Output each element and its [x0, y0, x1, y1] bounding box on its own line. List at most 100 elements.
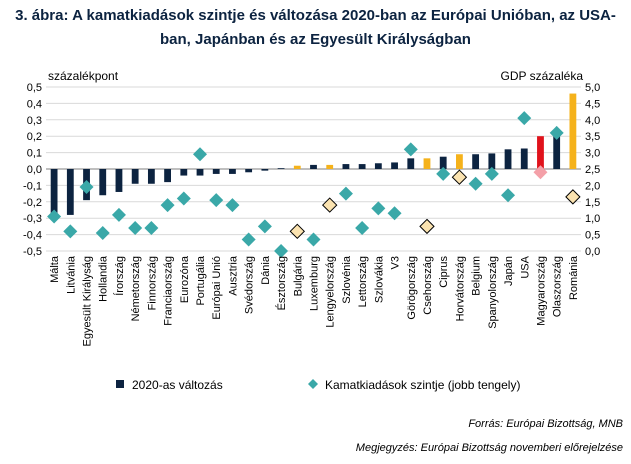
marker-point	[289, 223, 305, 240]
category-labels: Málta Litvánia Egyesült Királyság Hollandia…	[49, 255, 580, 346]
left-tick-label: -0,2	[23, 197, 42, 209]
right-tick-label: 0,5	[585, 230, 600, 242]
bar	[423, 158, 431, 169]
marker-point	[160, 198, 175, 213]
bar	[293, 165, 301, 169]
left-tick-label: 0,1	[27, 148, 42, 160]
bar	[277, 168, 285, 169]
bar	[147, 169, 155, 184]
bar	[245, 169, 253, 173]
marker-point	[241, 232, 256, 247]
left-tick-label: -0,5	[23, 246, 42, 258]
category-label: Olaszország	[552, 256, 564, 317]
source-note: Forrás: Európai Bizottság, MNB	[468, 418, 623, 430]
legend-bar-label: 2020-as változás	[132, 378, 223, 392]
marker-point	[387, 206, 402, 221]
left-axis-label: százalékpont	[48, 69, 119, 83]
marker-point	[371, 201, 386, 216]
marker-point	[355, 221, 370, 236]
right-tick-label: 1,0	[585, 213, 600, 225]
bar	[472, 154, 480, 169]
category-label: Japán	[503, 256, 515, 286]
marker-point	[501, 188, 516, 203]
left-tick-label: -0,1	[23, 180, 42, 192]
left-axis-ticks: -0,5 -0,4 -0,3 -0,2 -0,1 0,0 0,1 0,2 0,3 0,4 0,5	[23, 82, 42, 258]
bar	[115, 169, 123, 192]
category-label: Románia	[568, 255, 580, 300]
category-label: Dánia	[260, 255, 272, 285]
bar	[407, 158, 415, 169]
bar	[212, 169, 220, 174]
left-tick-label: 0,5	[27, 82, 42, 94]
category-label: Ausztria	[227, 255, 239, 296]
marker-point	[403, 142, 418, 157]
marker-point	[484, 166, 499, 181]
category-label: USA	[519, 255, 531, 278]
bar	[99, 169, 107, 196]
category-label: Málta	[49, 255, 61, 283]
category-label: Eurozóna	[179, 255, 191, 303]
left-tick-label: -0,4	[23, 230, 42, 242]
chart-title: 3. ábra: A kamatkiadások szintje és vált…	[15, 7, 616, 48]
category-label: Hollandia	[98, 255, 110, 302]
bar	[391, 162, 398, 169]
category-label: Németország	[130, 256, 142, 321]
marker-point	[144, 221, 159, 236]
bar	[553, 134, 561, 169]
bar	[342, 164, 350, 169]
bar	[358, 164, 366, 169]
bar	[488, 153, 496, 169]
right-axis-label: GDP százaléka	[501, 69, 584, 83]
marker-point	[95, 225, 110, 240]
marker-point	[565, 189, 581, 205]
category-label: Litvánia	[65, 255, 77, 294]
right-tick-label: 0,0	[585, 246, 600, 258]
bar	[229, 169, 236, 174]
right-tick-label: 4,5	[585, 98, 600, 110]
bar	[310, 164, 317, 169]
legend: 2020-as változás Kamatkiadások szintje (…	[116, 378, 520, 392]
left-tick-label: 0,0	[27, 164, 42, 176]
bar	[131, 169, 139, 184]
category-label: Csehország	[422, 256, 434, 315]
marker-point	[322, 197, 338, 213]
bar	[537, 136, 544, 169]
category-label: Európai Unió	[211, 256, 223, 320]
category-label: Luxemburg	[309, 256, 321, 311]
right-tick-label: 4,0	[585, 115, 600, 127]
bar	[196, 169, 204, 176]
category-label: Horvátország	[454, 256, 466, 321]
marker-series	[47, 111, 581, 258]
left-tick-label: 0,2	[27, 131, 42, 143]
bar	[164, 169, 171, 183]
category-label: Ciprus	[438, 256, 450, 288]
marker-point	[193, 147, 208, 162]
marker-point	[306, 232, 321, 247]
marker-point	[419, 218, 435, 235]
category-label: Szlovákia	[373, 255, 385, 303]
right-tick-label: 5,0	[585, 82, 600, 94]
bar-series	[50, 93, 577, 215]
category-label: Lengyelország	[325, 256, 337, 328]
bar	[326, 164, 334, 169]
marker-point	[111, 207, 126, 222]
left-tick-label: -0,3	[23, 213, 42, 225]
footnote: Megjegyzés: Európai Bizottság novemberi …	[355, 442, 623, 454]
right-tick-label: 1,5	[585, 197, 600, 209]
marker-point	[257, 219, 272, 234]
category-label: Egyesült Királyság	[82, 256, 94, 347]
bar	[374, 163, 382, 169]
marker-point	[209, 193, 224, 208]
category-label: Lettország	[357, 256, 369, 307]
left-tick-label: 0,4	[27, 98, 42, 110]
marker-point	[517, 111, 532, 126]
bar	[261, 169, 269, 171]
bar	[504, 149, 512, 169]
category-label: Bulgária	[292, 255, 304, 296]
right-axis-ticks: 0,0 0,5 1,0 1,5 2,0 2,5 3,0 3,5 4,0 4,5 5,0	[585, 82, 600, 258]
legend-bar-swatch	[116, 380, 124, 388]
category-label: Finnország	[146, 256, 158, 310]
left-tick-label: 0,3	[27, 115, 42, 127]
marker-point	[468, 176, 483, 191]
